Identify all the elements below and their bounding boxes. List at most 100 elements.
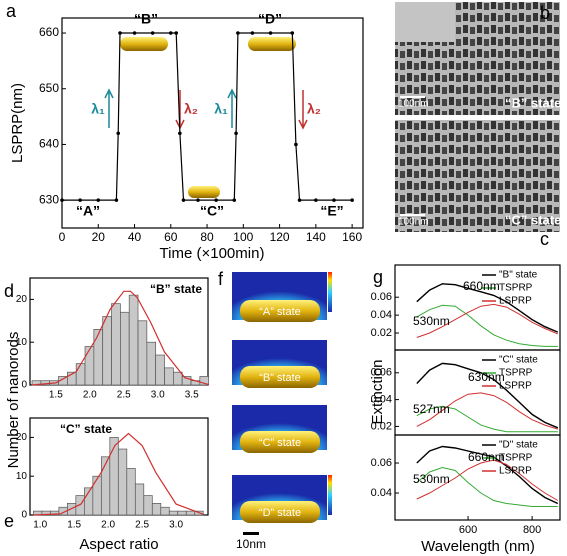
panel-label: b [540, 3, 550, 23]
legend-label: LSPRP [499, 296, 532, 307]
x-tick-label: 1.5 [67, 520, 81, 531]
sim-label: “C” state [259, 437, 301, 449]
marker [250, 31, 255, 35]
sim-label: “B” state [259, 372, 301, 384]
scale-bar [400, 214, 425, 216]
marker [78, 198, 82, 202]
marker [314, 198, 318, 202]
legend-label: "C" state [499, 355, 538, 366]
annotation: “C” state [60, 422, 112, 436]
marker [181, 198, 186, 202]
legend-label: LSPRP [499, 381, 532, 392]
x-tick-label: 2.5 [135, 520, 149, 531]
y-axis-label: LSPRP(nm) [9, 83, 26, 163]
x-tick-label: 40 [128, 230, 142, 244]
line [416, 304, 558, 347]
x-tick-label: 3.5 [185, 390, 199, 401]
fit-curve [31, 290, 209, 386]
annotation: 630nm [468, 370, 505, 384]
x-tick-label: 120 [270, 230, 290, 244]
marker [294, 142, 298, 147]
panel-label: g [373, 267, 383, 287]
bar [199, 376, 210, 386]
bar [146, 341, 157, 386]
sim-label: “A” state [259, 306, 301, 318]
marker [168, 31, 173, 35]
x-tick-label: 1.0 [33, 520, 47, 531]
x-tick-label: 80 [200, 230, 214, 244]
bar [173, 371, 183, 386]
panel-label: c [540, 229, 549, 249]
annotation: 530nm [413, 472, 450, 486]
bar [168, 510, 179, 516]
line [416, 283, 559, 333]
marker [350, 198, 354, 202]
y-tick-label: 0.04 [371, 394, 392, 406]
y-tick-label: 10 [16, 471, 28, 482]
fit-curve [33, 432, 204, 516]
bar [177, 510, 187, 516]
scale-label: 100nm [398, 99, 429, 110]
tem-background [395, 2, 455, 42]
bar [126, 468, 136, 516]
annotation: λ₁ [214, 101, 228, 117]
x-axis-label: Time (×100min) [160, 245, 265, 262]
legend-label: TSPRP [499, 283, 533, 294]
bar [100, 456, 111, 516]
marker [118, 31, 122, 35]
panel-label: e [4, 511, 14, 531]
y-axis-label: Number of nanorods [5, 332, 22, 469]
x-tick-label: 60 [164, 230, 178, 244]
annotation: 530nm [413, 314, 450, 328]
bar [93, 329, 104, 386]
legend-label: TSPRP [499, 368, 533, 379]
marker [290, 31, 295, 35]
marker [116, 131, 121, 136]
panel-label: f [218, 269, 224, 289]
marker [96, 198, 101, 202]
bar [134, 483, 145, 516]
simulation [232, 272, 332, 535]
annotation: “D” [258, 11, 282, 27]
x-tick-label: 100 [233, 230, 253, 244]
scale-bar [400, 96, 425, 98]
bar [155, 354, 165, 386]
annotation: “B” [134, 11, 158, 27]
marker [114, 198, 119, 202]
x-tick-label: 1.5 [49, 390, 63, 401]
scale-label: 100nm [398, 217, 429, 228]
annotation: λ₁ [91, 101, 105, 117]
tem-image [395, 120, 560, 232]
y-tick-label: 0.06 [371, 367, 392, 379]
y-tick-label: 640 [39, 137, 59, 151]
marker [150, 31, 155, 35]
bar [160, 506, 170, 516]
annotation: “E” [320, 203, 343, 219]
marker [60, 198, 64, 202]
y-tick-label: 650 [39, 81, 59, 95]
y-tick-label: 0.04 [371, 487, 392, 499]
bar [151, 503, 162, 516]
bar [109, 437, 119, 516]
bar [120, 311, 130, 386]
bar [111, 303, 121, 386]
line [416, 303, 558, 338]
bar [84, 346, 95, 386]
annotation: “B” state [150, 282, 202, 296]
bar [92, 475, 102, 516]
y-tick-label: 10 [16, 337, 28, 348]
x-axis-label: Wavelength (nm) [421, 538, 535, 555]
annotation: “C” [200, 203, 224, 219]
marker [132, 31, 137, 35]
y-tick-label: 20 [16, 432, 28, 443]
annotation: 660nm [463, 279, 500, 293]
sim-label: “D” state [259, 507, 301, 519]
y-tick-label: 0.02 [371, 420, 392, 432]
x-tick-label: 0 [59, 230, 66, 244]
x-tick-label: 140 [306, 230, 326, 244]
marker [268, 31, 273, 35]
annotation: 527nm [413, 402, 450, 416]
annotation: “A” [76, 203, 100, 219]
state-label: “B” state [505, 95, 561, 110]
x-axis-label: Aspect ratio [79, 536, 158, 553]
